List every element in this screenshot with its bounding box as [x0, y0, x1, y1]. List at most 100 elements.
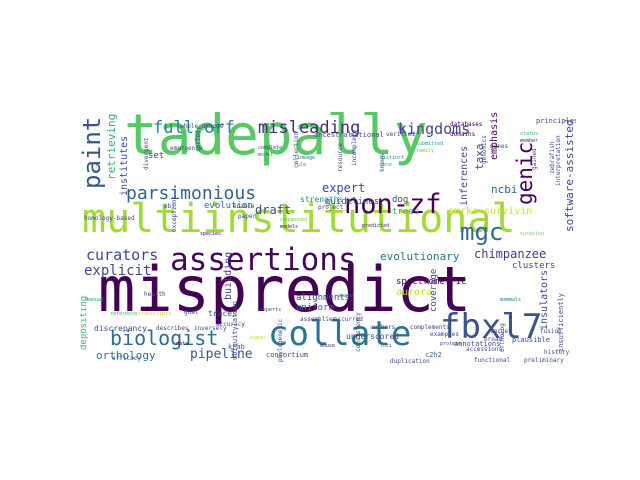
word-aurka-survivin: aurka-survivin — [448, 206, 533, 217]
word-inferences: inferences — [459, 145, 470, 206]
word-retrieving: retrieving — [105, 113, 118, 180]
word-resource: resource — [337, 143, 344, 172]
word-national: national — [350, 131, 384, 139]
word-gene: gene — [380, 162, 393, 168]
word-genes: genes — [490, 143, 509, 150]
word-domains: domains — [450, 131, 476, 138]
word-software-assisted: software-assisted — [563, 119, 576, 232]
word-examples: examples — [430, 331, 459, 338]
word-occurred: occurred — [334, 316, 363, 323]
word-species: species — [200, 231, 222, 237]
word-dog: dog — [392, 195, 409, 205]
word-draft: draft — [255, 203, 292, 217]
word-annotations: annotations — [454, 340, 501, 348]
word-pipeline: pipeline — [190, 347, 253, 362]
word-homology-based: homology-based — [84, 215, 135, 222]
word-orthology: orthology — [96, 349, 156, 362]
word-scale: scale — [338, 293, 354, 299]
word-family: family — [416, 148, 435, 154]
word-non-zf: non-zf — [344, 189, 442, 220]
word-underscored: underscored — [346, 332, 399, 341]
word-chimpanzee: chimpanzee — [474, 247, 547, 261]
word-protein: protein — [440, 341, 462, 347]
word-parsimonious: parsimonious — [126, 183, 257, 204]
word-kingdoms: kingdoms — [398, 120, 471, 138]
word-verified: verified — [386, 131, 415, 138]
word-mammals: mammals — [500, 297, 522, 303]
word-principles: principles — [536, 117, 576, 125]
word-trees: trees — [392, 207, 420, 217]
word-transcripts: transcripts — [138, 311, 172, 317]
word-uniform: uniform — [296, 303, 334, 313]
word-curation: curation — [520, 231, 545, 237]
word-clusters: clusters — [512, 261, 556, 271]
word-databases: databases — [450, 121, 483, 128]
word-complements: complements — [410, 324, 450, 331]
word-krab: krab — [228, 343, 245, 351]
word-phylogenetic: phylogenetic — [277, 318, 284, 362]
word-strengths: strengths — [300, 195, 344, 204]
word-experts: experts — [260, 307, 282, 313]
word-evolutionary: evolutionary — [380, 250, 460, 263]
word-traces: traces — [208, 309, 237, 318]
word-coverage: coverage — [429, 268, 439, 312]
word-paint: paint — [80, 116, 106, 189]
word-ubiquitylation: ubiquitylation — [231, 300, 239, 360]
word-inversely: inversely — [194, 325, 227, 332]
word-ancestral: ancestral — [314, 131, 352, 139]
word-full-orf: full-orf — [153, 118, 235, 138]
word-complete: complete — [258, 145, 283, 151]
word-multiinstitutional: multiinstitutional — [82, 196, 516, 242]
word-broad: broad — [484, 336, 503, 343]
word-plausible: plausible — [512, 336, 550, 344]
word-fbxl7: fbxl7 — [440, 307, 543, 347]
word-consortium: consortium — [266, 351, 309, 359]
word-whole-genome: whole-genome — [180, 123, 224, 130]
word-status: status — [520, 131, 539, 137]
word-expert: expert — [322, 181, 366, 195]
word-accessions: accessions — [466, 346, 503, 353]
word-loci: loci — [380, 343, 393, 349]
word-describes: describes — [156, 325, 189, 332]
word-duplication: duplication — [390, 358, 430, 365]
word-mgc: mgc — [460, 218, 504, 246]
word-explicit: explicit — [84, 263, 152, 279]
word-reference: reference — [110, 311, 138, 317]
word-incomplete: incomplete — [351, 129, 358, 166]
word-submitted: submitted — [416, 141, 444, 147]
word-authors: authors — [370, 324, 396, 331]
word-divergent: divergent — [143, 137, 150, 170]
word-institutes: institutes — [119, 135, 130, 196]
word-c2h2: c2h2 — [425, 351, 442, 359]
word-preliminary: preliminary — [524, 357, 564, 364]
word-member: member — [520, 138, 539, 144]
word-depositing: depositing — [80, 295, 89, 350]
word-gained: gained — [531, 148, 538, 170]
word-models: models — [280, 224, 299, 230]
word-mispredict: mispredict — [98, 253, 472, 326]
word-building: building — [223, 251, 234, 300]
word-evolution: evolution — [204, 201, 253, 211]
word-sequenced: sequenced — [280, 217, 308, 223]
word-history: history — [544, 349, 570, 356]
word-biologist: biologist — [110, 326, 219, 350]
word-fusion: fusion — [540, 328, 562, 335]
word-genomics: genomics — [481, 135, 488, 164]
word-project: project — [318, 204, 344, 211]
word-interpretation: interpretation — [555, 135, 562, 186]
word-ebi: ebi — [164, 203, 175, 210]
word-set: set — [148, 151, 165, 161]
word-discrepancy: discrepancy — [94, 324, 147, 333]
word-assertions: assertions — [170, 242, 357, 278]
word-manual: manual — [86, 297, 105, 303]
word-guidelines: guidelines — [325, 197, 380, 207]
word-accuracy: accuracy — [216, 321, 245, 328]
word-insufficiently: insufficiently — [557, 292, 565, 352]
word-misleading: misleading — [258, 118, 361, 138]
word-target: target — [490, 328, 512, 335]
word-model: model — [258, 152, 274, 158]
word-paper: paper — [238, 213, 257, 220]
word-human: human — [250, 335, 266, 341]
word-efficacy: efficacy — [112, 355, 141, 362]
word-consistency: consistency — [355, 312, 362, 352]
